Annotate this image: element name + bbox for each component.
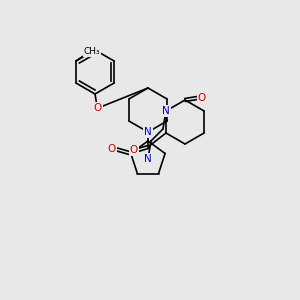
- Text: O: O: [198, 93, 206, 103]
- Text: N: N: [144, 154, 152, 164]
- Text: CH₃: CH₃: [84, 47, 100, 56]
- Text: O: O: [94, 103, 102, 113]
- Text: N: N: [162, 106, 170, 116]
- Text: N: N: [144, 127, 152, 137]
- Text: O: O: [130, 145, 138, 155]
- Text: O: O: [108, 144, 116, 154]
